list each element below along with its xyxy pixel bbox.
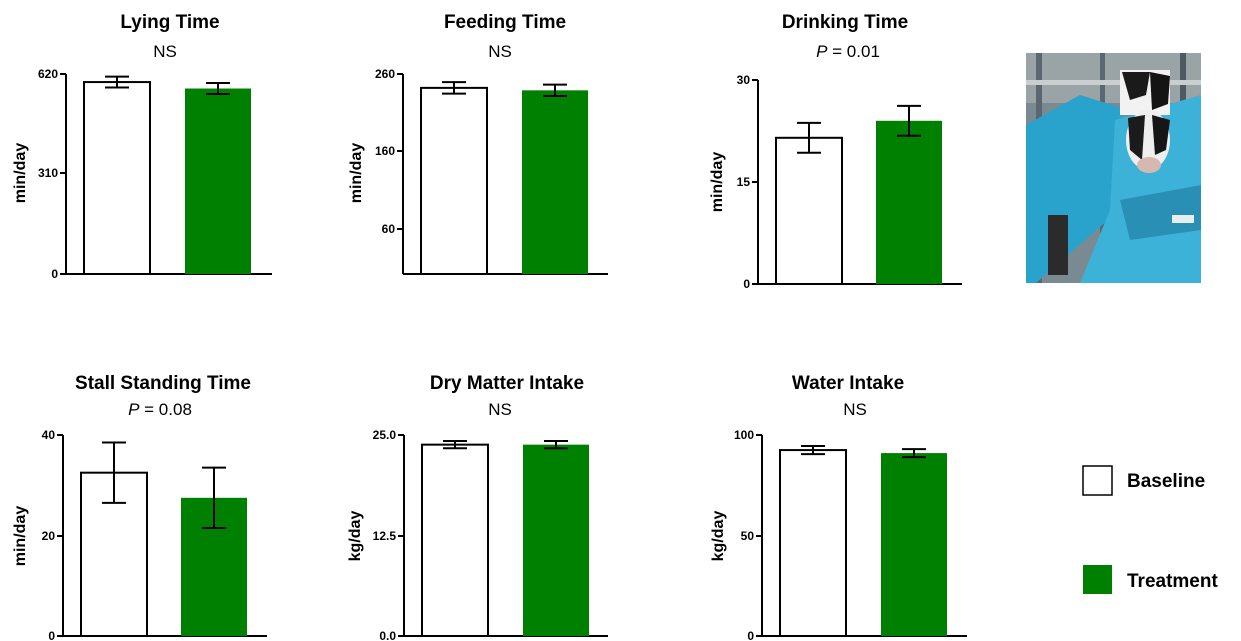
bar-baseline (420, 86, 488, 275)
chart-subtitle: P = 0.01 (816, 42, 880, 61)
error-bar-baseline (801, 445, 825, 456)
legend: Baseline Treatment (1082, 465, 1218, 594)
y-tick-label: 0 (51, 267, 58, 281)
y-tick-label: 20 (42, 529, 56, 543)
error-bar-treatment (543, 83, 567, 98)
legend-swatch-baseline (1082, 465, 1113, 496)
error-bar-treatment (202, 466, 226, 529)
y-tick-label: 160 (375, 144, 395, 158)
error-bar-baseline (797, 121, 821, 154)
y-axis-label: min/day (348, 143, 365, 204)
chart-title: Dry Matter Intake (430, 373, 584, 394)
y-tick-label: 0 (48, 629, 55, 641)
y-tick-label: 100 (734, 428, 754, 442)
y-tick-label: 30 (737, 73, 751, 87)
bar-baseline (83, 81, 151, 275)
y-tick-label: 0 (743, 277, 750, 291)
bar-treatment (523, 444, 589, 636)
chart-title: Water Intake (792, 373, 904, 394)
bar-treatment (876, 120, 942, 284)
chart-subtitle: NS (488, 400, 512, 419)
bar-treatment (522, 90, 588, 274)
error-bar-baseline (443, 440, 467, 450)
bar-treatment (881, 453, 947, 636)
error-bar-treatment (206, 82, 230, 95)
legend-swatch-treatment (1083, 565, 1112, 594)
y-tick-label: 15 (737, 175, 751, 189)
chart-subtitle: NS (843, 400, 867, 419)
error-bar-treatment (897, 104, 921, 137)
chart-lying-time: Lying Time NS min/day 620 310 0 (12, 12, 272, 281)
chart-title: Feeding Time (444, 12, 566, 33)
chart-stall-standing-time: Stall Standing Time P = 0.08 min/day 40 … (12, 373, 267, 641)
bar-baseline (421, 443, 489, 638)
chart-title: Stall Standing Time (75, 373, 251, 394)
p-value: = 0.08 (139, 400, 191, 419)
chart-subtitle: NS (153, 42, 177, 61)
y-tick-label: 0 (747, 629, 754, 641)
bar-baseline (779, 449, 847, 638)
y-tick-label: 0.0 (379, 629, 396, 641)
y-tick-label: 620 (38, 67, 58, 81)
y-tick-label: 40 (42, 428, 56, 442)
chart-drinking-time: Drinking Time P = 0.01 min/day 30 15 0 (709, 12, 962, 291)
error-bar-treatment (902, 448, 926, 459)
y-axis-label: kg/day (347, 511, 364, 562)
error-bar-treatment (544, 440, 568, 450)
chart-subtitle: P = 0.08 (128, 400, 192, 419)
y-axis-label: min/day (12, 506, 29, 567)
y-tick-label: 12.5 (373, 529, 397, 543)
y-axis-label: kg/day (710, 511, 727, 562)
y-tick-label: 50 (741, 529, 755, 543)
y-tick-label: 310 (38, 166, 58, 180)
chart-title: Lying Time (120, 12, 219, 33)
bar-baseline (775, 136, 843, 285)
error-bar-baseline (442, 81, 466, 95)
y-axis-label: min/day (12, 143, 29, 204)
p-value: = 0.01 (827, 42, 879, 61)
p-symbol: P (816, 42, 828, 61)
p-symbol: P (128, 400, 140, 419)
chart-dry-matter-intake: Dry Matter Intake NS kg/day 25.0 12.5 0.… (347, 373, 608, 641)
chart-water-intake: Water Intake NS kg/day 100 50 0 (710, 373, 967, 641)
error-bar-baseline (102, 441, 126, 504)
legend-label-baseline: Baseline (1127, 471, 1205, 492)
chart-subtitle: NS (488, 42, 512, 61)
y-tick-label: 25.0 (373, 428, 397, 442)
cow-at-feed-bin-photo (1026, 53, 1201, 283)
y-tick-label: 260 (375, 67, 395, 81)
legend-label-treatment: Treatment (1127, 571, 1218, 592)
chart-feeding-time: Feeding Time NS min/day 260 160 60 (348, 12, 608, 275)
y-axis-label: min/day (709, 152, 726, 213)
bar-treatment (185, 88, 251, 274)
error-bar-baseline (105, 75, 129, 89)
chart-title: Drinking Time (782, 12, 908, 33)
y-tick-label: 60 (382, 222, 396, 236)
